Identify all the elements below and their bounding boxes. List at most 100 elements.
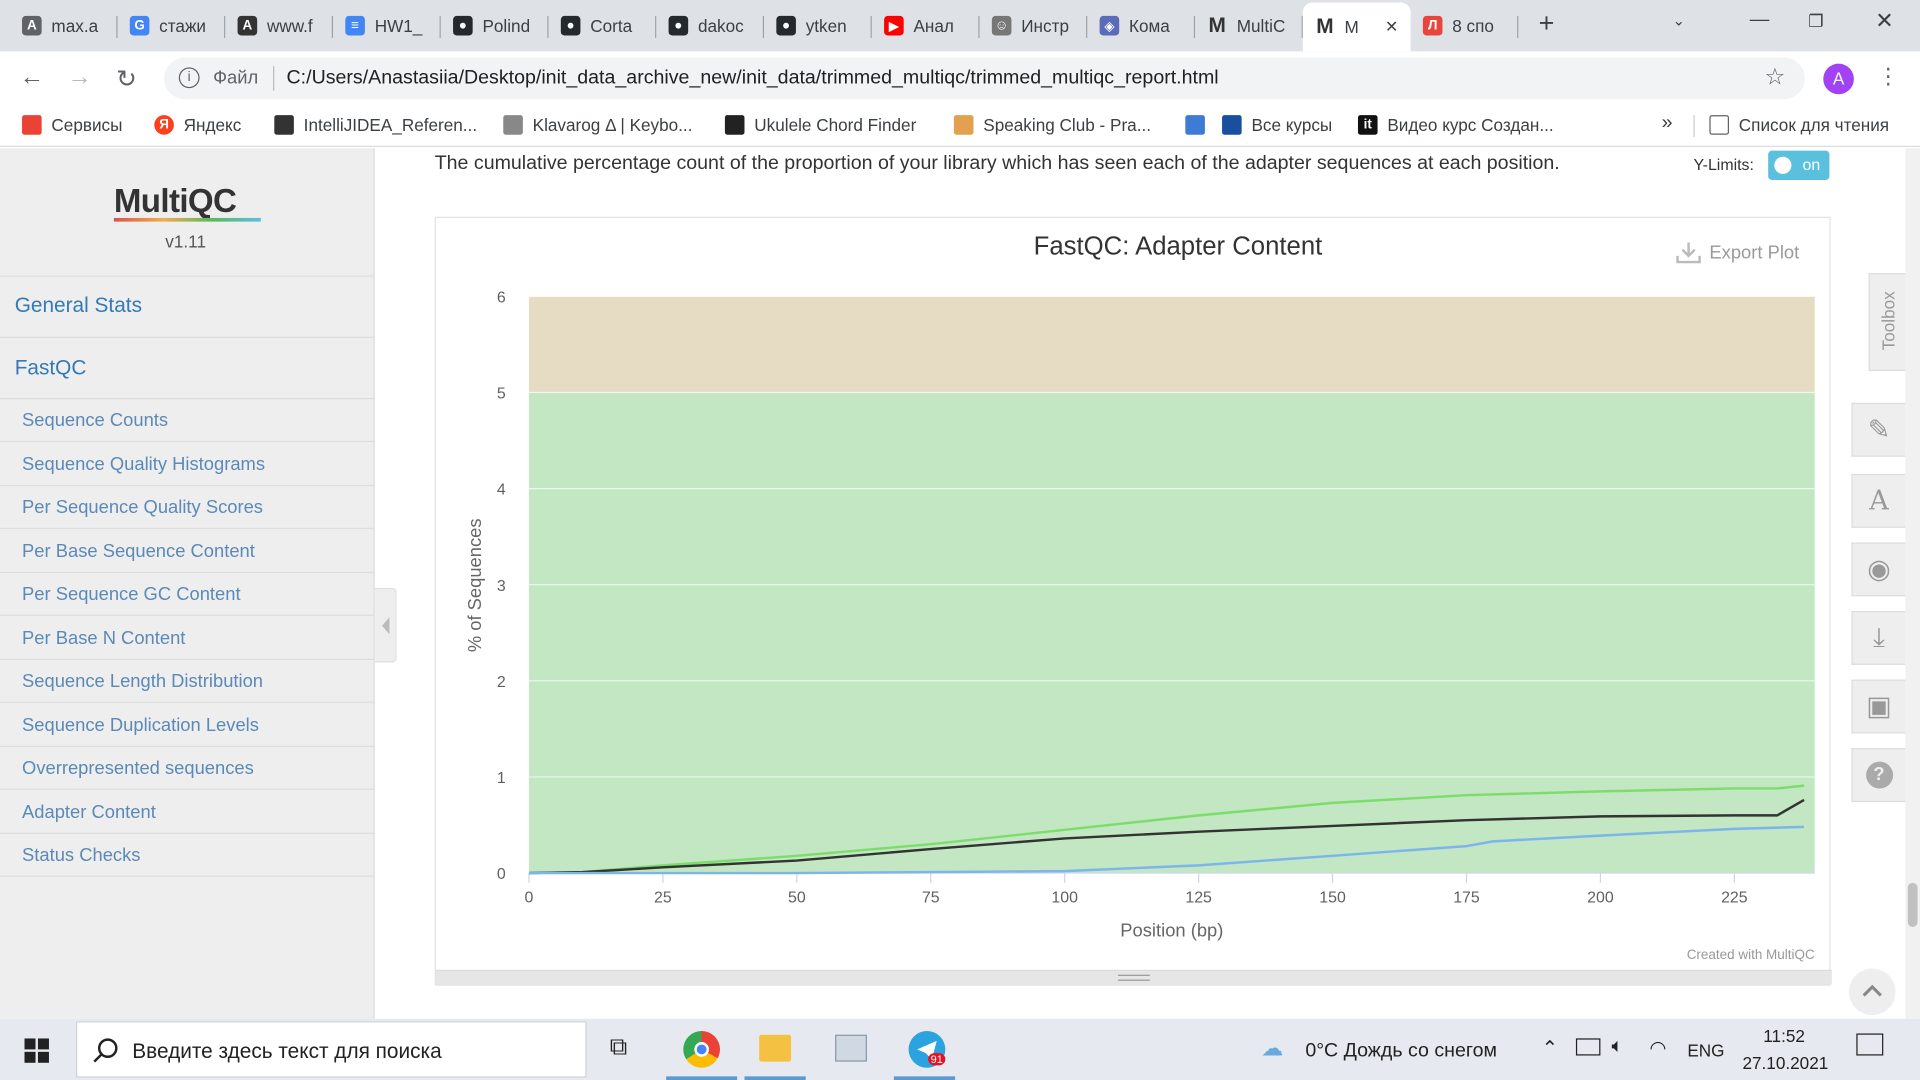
plot-resize-handle[interactable]: [435, 969, 1832, 985]
toolbox-tab[interactable]: Toolbox: [1868, 273, 1906, 372]
tab-separator: [439, 15, 441, 38]
grip-icon: [1117, 974, 1150, 981]
chrome-taskbar-icon[interactable]: [683, 1031, 721, 1068]
reload-icon[interactable]: ↻: [116, 66, 137, 94]
chevron-up-icon: [1862, 984, 1882, 997]
minimize-button[interactable]: —: [1749, 9, 1770, 31]
nav-item-sequence-counts[interactable]: Sequence Counts: [0, 399, 375, 443]
url-text[interactable]: C:/Users/Anastasiia/Desktop/init_data_ar…: [286, 67, 1219, 89]
profile-avatar[interactable]: A: [1823, 63, 1854, 95]
page-scrollbar[interactable]: [1905, 148, 1920, 1019]
back-icon[interactable]: ←: [19, 63, 45, 91]
clock-date[interactable]: 27.10.2021: [1742, 1053, 1829, 1073]
tab-6[interactable]: ● dakoc: [656, 5, 765, 47]
bookmark-0[interactable]: Сервисы: [22, 115, 122, 135]
info-icon[interactable]: i: [178, 67, 200, 89]
telegram-icon[interactable]: 91: [908, 1031, 946, 1068]
tab-11[interactable]: M MultiC: [1195, 5, 1303, 47]
app-icon: ◈: [1099, 15, 1120, 36]
tab-8[interactable]: ▶ Анал: [872, 5, 980, 47]
task-view-icon[interactable]: ⧉: [609, 1033, 628, 1061]
series-line-1[interactable]: [528, 798, 1805, 875]
bookmark-5[interactable]: Speaking Club - Pra...: [953, 115, 1151, 135]
url-separator: [273, 66, 275, 91]
export-plot-button[interactable]: Export Plot: [1675, 240, 1799, 264]
nav-fastqc[interactable]: FastQC: [0, 338, 375, 400]
wifi-icon[interactable]: ◠: [1649, 1038, 1667, 1060]
export-button[interactable]: ⤓: [1851, 611, 1906, 665]
language-indicator[interactable]: ENG: [1687, 1040, 1725, 1061]
nav-item-per-base-sequence-content[interactable]: Per Base Sequence Content: [0, 530, 375, 573]
close-tab-icon[interactable]: ✕: [1385, 17, 1399, 36]
tab-13[interactable]: Л 8 спо: [1411, 5, 1519, 47]
highlight-samples-button[interactable]: ✎: [1851, 402, 1906, 457]
bookmark-star-icon[interactable]: ☆: [1764, 64, 1786, 91]
bookmark-1[interactable]: Я Яндекс: [154, 115, 241, 135]
tab-separator: [1193, 15, 1196, 38]
rename-samples-button[interactable]: A: [1851, 473, 1906, 528]
help-button[interactable]: ?: [1851, 748, 1906, 803]
nav-item-per-base-n-content[interactable]: Per Base N Content: [0, 617, 375, 660]
tab-4[interactable]: ● Polind: [441, 5, 549, 47]
scrollbar-thumb[interactable]: [1907, 882, 1918, 927]
menu-icon[interactable]: ⋮: [1877, 63, 1900, 89]
nav-item-status-checks[interactable]: Status Checks: [0, 834, 375, 877]
bookmark-3[interactable]: Klavarog Δ | Keybo...: [503, 115, 692, 135]
file-explorer-icon[interactable]: [759, 1034, 792, 1062]
tab-3[interactable]: ≡ HW1_: [333, 5, 441, 47]
new-tab-button[interactable]: +: [1538, 7, 1555, 38]
y-limits-toggle[interactable]: on: [1768, 150, 1830, 181]
omnibox[interactable]: i Файл C:/Users/Anastasiia/Desktop/init_…: [164, 57, 1805, 100]
address-bar-row: ← → ↻ i Файл C:/Users/Anastasiia/Desktop…: [0, 51, 1920, 106]
nav-item-adapter-content[interactable]: Adapter Content: [0, 790, 375, 834]
windows-taskbar: Введите здесь текст для поиска ⧉ 91 ☁ 0°…: [0, 1018, 1920, 1080]
tab-5[interactable]: ● Corta: [549, 5, 657, 47]
forward-icon[interactable]: →: [67, 63, 92, 91]
clock-time[interactable]: 11:52: [1763, 1026, 1805, 1046]
windows-start-icon[interactable]: [24, 1038, 49, 1063]
bookmarks-more-button[interactable]: »: [1661, 112, 1673, 134]
scroll-to-top-button[interactable]: [1848, 968, 1896, 1016]
bookmark-7[interactable]: Все курсы: [1222, 115, 1332, 135]
chevron-up-tray-icon[interactable]: ⌃: [1541, 1038, 1559, 1060]
tab-12[interactable]: M M ✕: [1302, 2, 1411, 52]
bookmark-2[interactable]: IntelliJIDEA_Referen...: [274, 115, 477, 135]
bookmark-label: IntelliJIDEA_Referen...: [303, 115, 478, 135]
nav-item-sequence-length-distribution[interactable]: Sequence Length Distribution: [0, 660, 375, 703]
taskbar-search[interactable]: Введите здесь текст для поиска: [75, 1021, 587, 1078]
nav-item-per-sequence-quality-scores[interactable]: Per Sequence Quality Scores: [0, 486, 375, 529]
hide-samples-button[interactable]: ◉: [1851, 542, 1906, 597]
nav-item-per-sequence-gc-content[interactable]: Per Sequence GC Content: [0, 573, 375, 616]
nav-general-stats[interactable]: General Stats: [0, 277, 375, 338]
tab-label: ytken: [805, 15, 847, 36]
speaking-club-icon: [953, 115, 974, 135]
weather-text[interactable]: 0°C Дождь со снегом: [1305, 1040, 1497, 1062]
series-line-2[interactable]: [528, 825, 1805, 875]
battery-icon[interactable]: [1575, 1038, 1601, 1056]
close-window-button[interactable]: ✕: [1875, 7, 1894, 33]
sidebar-collapse-button[interactable]: [374, 587, 397, 663]
nav-item-sequence-quality-histograms[interactable]: Sequence Quality Histograms: [0, 443, 375, 486]
multiqc-logo[interactable]: MultiQC: [113, 182, 237, 220]
bookmark-6[interactable]: [1185, 115, 1214, 135]
reading-list-button[interactable]: Список для чтения: [1709, 115, 1889, 135]
bookmark-4[interactable]: Ukulele Chord Finder: [724, 115, 916, 135]
restore-button[interactable]: ❐: [1808, 10, 1824, 31]
tab-9[interactable]: ☺ Инстр: [980, 5, 1088, 47]
series-line-0[interactable]: [528, 784, 1805, 875]
reading-list-label: Список для чтения: [1738, 115, 1890, 135]
save-settings-button[interactable]: ▣: [1851, 679, 1906, 734]
volume-icon[interactable]: 🔈︎: [1611, 1035, 1624, 1057]
nav-item-overrepresented-sequences[interactable]: Overrepresented sequences: [0, 747, 375, 790]
adapter-content-chart[interactable]: 0 1 2 3 4 5 6 0 25 50 75 100 125 150 175 200 225 FastQC: …: [436, 218, 1832, 971]
tab-7[interactable]: ● ytken: [764, 5, 872, 47]
nav-item-sequence-duplication-levels[interactable]: Sequence Duplication Levels: [0, 703, 375, 747]
app-taskbar-icon[interactable]: [835, 1034, 867, 1062]
notifications-icon[interactable]: [1856, 1033, 1884, 1056]
tab-10[interactable]: ◈ Кома: [1087, 5, 1196, 47]
tab-search-icon[interactable]: ⌄: [1672, 12, 1685, 30]
bookmark-8[interactable]: it Видео курс Создан...: [1357, 115, 1554, 135]
